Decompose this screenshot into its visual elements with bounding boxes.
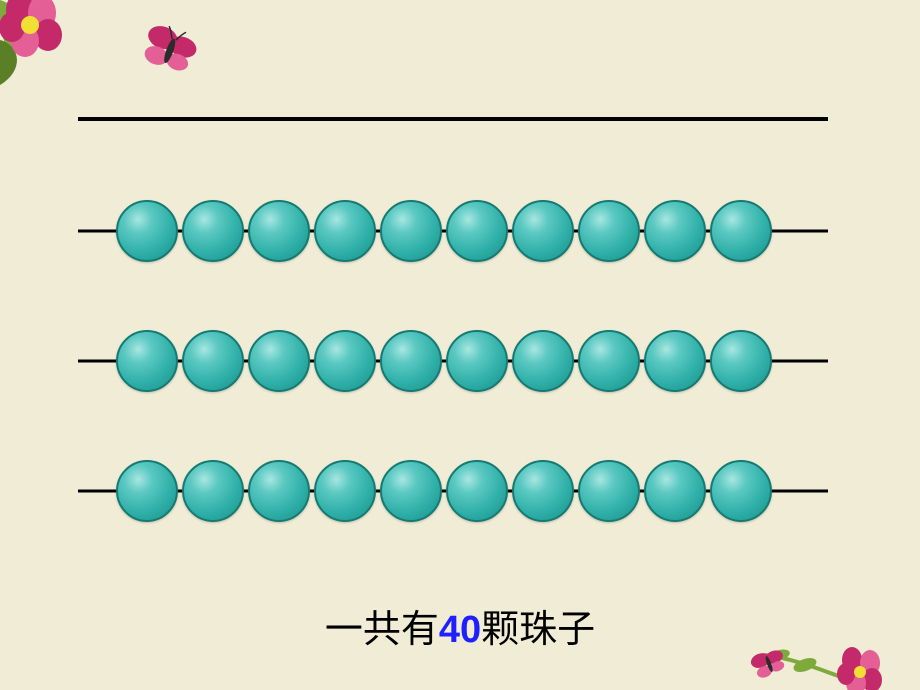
bead [380,460,442,522]
bead [512,330,574,392]
bead-group [116,330,776,392]
bead [644,330,706,392]
bead [116,460,178,522]
bead [248,330,310,392]
bead [116,330,178,392]
bead [446,330,508,392]
bead [578,460,640,522]
bead-rows-container [78,200,828,590]
empty-rod-line [78,117,828,121]
bead [116,200,178,262]
bead [710,460,772,522]
bead [446,460,508,522]
bead-row [78,330,828,392]
butterfly-top-icon [140,26,200,81]
bead [578,200,640,262]
bead [512,200,574,262]
bead-group [116,200,776,262]
bead [182,460,244,522]
caption-number: 40 [439,609,481,651]
bead [380,200,442,262]
bead [182,330,244,392]
bead [314,330,376,392]
corner-flower-top-left [0,0,140,110]
caption-prefix: 一共有 [325,609,439,651]
bead-row [78,200,828,262]
bead [182,200,244,262]
bead [248,200,310,262]
bead [578,330,640,392]
bead-group [116,460,776,522]
bead [710,330,772,392]
bead-row [78,460,828,522]
bead [446,200,508,262]
bead [512,460,574,522]
bead [380,330,442,392]
caption-suffix: 颗珠子 [481,609,595,651]
bead [314,200,376,262]
bead [314,460,376,522]
bead [644,200,706,262]
bead [710,200,772,262]
bead [248,460,310,522]
bead [644,460,706,522]
corner-flower-bottom-right [710,630,910,690]
